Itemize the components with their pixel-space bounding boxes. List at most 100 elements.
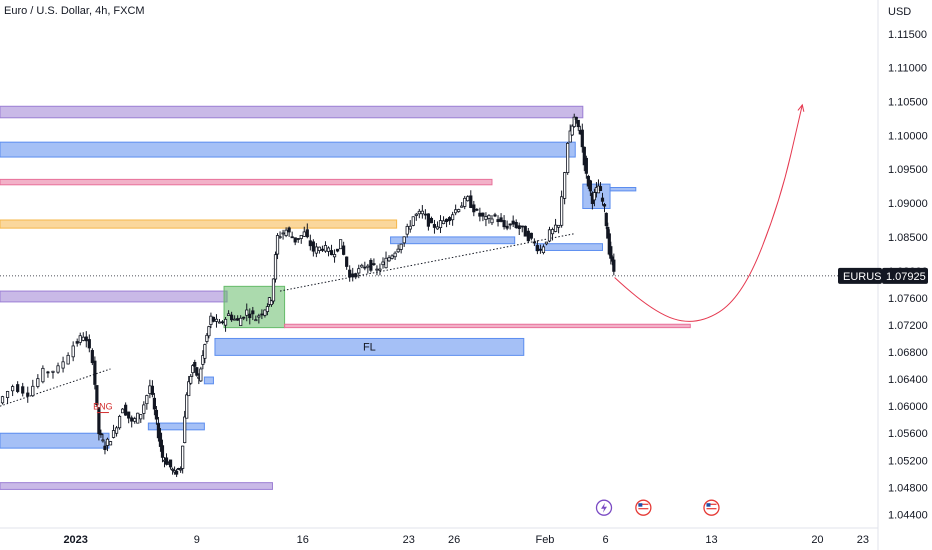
candle-149[interactable] xyxy=(438,220,443,229)
candle-142[interactable] xyxy=(417,210,421,215)
candle-189[interactable] xyxy=(560,196,564,226)
candle-179[interactable] xyxy=(529,232,533,239)
candle-22[interactable] xyxy=(95,385,99,406)
candle-202[interactable] xyxy=(588,180,592,192)
candle-198[interactable] xyxy=(580,129,584,148)
candle-72[interactable] xyxy=(211,316,216,322)
zone-15[interactable] xyxy=(0,482,273,490)
candle-182[interactable] xyxy=(538,248,543,251)
candle-121[interactable] xyxy=(354,273,358,278)
candle-87[interactable] xyxy=(257,315,261,318)
candle-102[interactable] xyxy=(296,238,300,240)
candle-204[interactable] xyxy=(592,192,597,201)
events-layer[interactable] xyxy=(595,499,720,516)
us-flag-event-icon[interactable] xyxy=(703,499,720,516)
candle-8[interactable] xyxy=(41,367,45,383)
candle-95[interactable] xyxy=(275,235,280,255)
candle-6[interactable] xyxy=(31,385,35,397)
candle-132[interactable] xyxy=(387,257,391,262)
candle-64[interactable] xyxy=(195,367,199,376)
candle-199[interactable] xyxy=(582,146,586,166)
candle-147[interactable] xyxy=(432,224,437,228)
candle-171[interactable] xyxy=(505,225,509,229)
candle-188[interactable] xyxy=(556,224,561,228)
candle-57[interactable] xyxy=(181,445,185,469)
candle-68[interactable] xyxy=(203,344,207,359)
candle-73[interactable] xyxy=(214,318,219,322)
candle-207[interactable] xyxy=(598,186,603,191)
zone-9[interactable] xyxy=(223,285,286,329)
candle-84[interactable] xyxy=(248,313,252,319)
candle-69[interactable] xyxy=(205,334,209,342)
candle-129[interactable] xyxy=(378,268,382,271)
candle-108[interactable] xyxy=(314,246,318,254)
candle-66[interactable] xyxy=(199,368,203,382)
candle-1[interactable] xyxy=(5,391,10,398)
candle-175[interactable] xyxy=(517,225,521,230)
candle-113[interactable] xyxy=(329,250,334,256)
candle-114[interactable] xyxy=(332,254,337,258)
candle-127[interactable] xyxy=(372,263,376,265)
candle-177[interactable] xyxy=(523,225,527,237)
candle-116[interactable] xyxy=(339,239,343,250)
candle-124[interactable] xyxy=(363,266,367,269)
candle-128[interactable] xyxy=(375,268,379,271)
zone-8[interactable] xyxy=(0,290,228,303)
candle-40[interactable] xyxy=(145,395,149,405)
zone-10[interactable] xyxy=(284,323,691,329)
candle-187[interactable] xyxy=(553,224,558,232)
candle-37[interactable] xyxy=(136,412,140,424)
candle-47[interactable] xyxy=(160,445,165,458)
zone-2[interactable] xyxy=(0,178,493,186)
candle-30[interactable] xyxy=(114,427,119,434)
candle-196[interactable] xyxy=(576,119,580,128)
candle-160[interactable] xyxy=(472,204,476,213)
price-series[interactable]: BNG xyxy=(0,113,616,478)
candle-98[interactable] xyxy=(284,229,288,237)
candle-165[interactable] xyxy=(487,214,491,219)
candle-97[interactable] xyxy=(281,232,285,235)
candle-5[interactable] xyxy=(26,392,30,397)
candle-17[interactable] xyxy=(81,336,85,341)
candle-104[interactable] xyxy=(302,231,306,237)
candle-85[interactable] xyxy=(251,310,255,315)
candle-11[interactable] xyxy=(56,365,60,373)
candle-74[interactable] xyxy=(217,321,222,324)
candle-44[interactable] xyxy=(154,409,159,420)
candle-163[interactable] xyxy=(481,212,485,217)
candle-118[interactable] xyxy=(345,256,349,267)
candle-28[interactable] xyxy=(108,441,113,446)
candle-27[interactable] xyxy=(105,438,110,446)
candle-52[interactable] xyxy=(170,468,175,471)
candle-143[interactable] xyxy=(420,210,424,215)
candle-15[interactable] xyxy=(75,341,79,344)
zone-7[interactable] xyxy=(609,187,637,192)
candle-131[interactable] xyxy=(384,257,388,269)
candle-86[interactable] xyxy=(254,319,258,322)
candle-137[interactable] xyxy=(402,236,406,244)
candle-23[interactable] xyxy=(97,407,101,435)
projection-curve[interactable] xyxy=(614,104,803,322)
candle-60[interactable] xyxy=(187,381,191,397)
candle-144[interactable] xyxy=(423,213,427,216)
candle-105[interactable] xyxy=(305,229,309,238)
candle-154[interactable] xyxy=(454,209,458,214)
zone-14[interactable] xyxy=(0,432,110,449)
zone-13[interactable] xyxy=(147,422,205,431)
price-axis[interactable]: 1.11500 1.11000 1.10500 1.10000 1.09500 1.090… xyxy=(888,29,928,522)
candle-156[interactable] xyxy=(460,205,464,208)
candle-141[interactable] xyxy=(414,213,418,216)
candle-172[interactable] xyxy=(508,223,512,226)
candle-14[interactable] xyxy=(71,345,75,358)
candle-75[interactable] xyxy=(220,321,225,324)
candle-35[interactable] xyxy=(130,417,134,422)
candle-51[interactable] xyxy=(168,459,173,468)
candle-130[interactable] xyxy=(381,261,385,266)
candle-167[interactable] xyxy=(493,214,497,217)
candle-107[interactable] xyxy=(311,241,315,252)
candle-134[interactable] xyxy=(393,252,397,258)
candle-194[interactable] xyxy=(572,116,576,127)
time-axis[interactable]: 2023 9 16 23 26 Feb 6 13 20 23 xyxy=(63,534,869,546)
zone-12[interactable] xyxy=(203,376,214,385)
candle-56[interactable] xyxy=(179,468,183,471)
